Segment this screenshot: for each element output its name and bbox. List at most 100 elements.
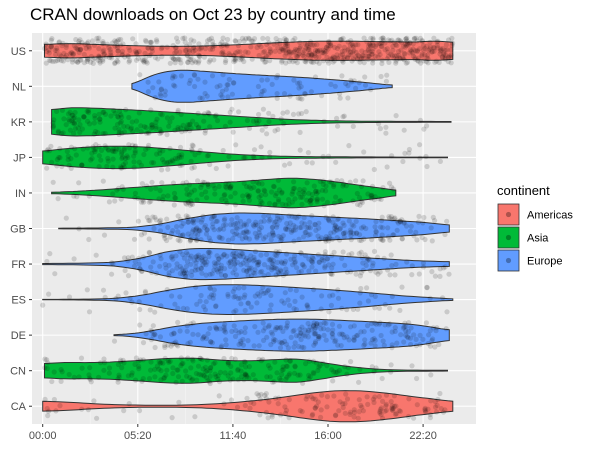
data-point	[392, 272, 398, 278]
data-point	[143, 146, 149, 153]
data-point	[327, 293, 333, 299]
data-point	[262, 234, 268, 240]
data-point	[265, 415, 271, 421]
data-point	[149, 179, 155, 185]
data-point	[121, 129, 127, 135]
data-point	[328, 81, 334, 87]
data-point	[266, 110, 272, 116]
data-point	[335, 287, 341, 293]
legend-label-americas: Americas	[527, 210, 573, 222]
data-point	[209, 38, 216, 45]
data-point	[219, 235, 225, 241]
data-point	[356, 397, 362, 403]
data-point	[222, 184, 229, 190]
data-point	[290, 189, 296, 195]
data-point	[77, 122, 83, 128]
data-point	[388, 51, 394, 58]
data-point	[223, 337, 229, 343]
data-point	[286, 201, 292, 207]
data-point	[372, 224, 378, 230]
data-point	[203, 231, 210, 237]
data-point	[197, 298, 203, 304]
data-point	[328, 179, 335, 185]
data-point	[329, 265, 335, 271]
data-point	[105, 158, 111, 164]
data-point	[77, 47, 83, 53]
data-point	[397, 408, 403, 414]
data-point	[92, 115, 98, 121]
data-point	[376, 305, 382, 311]
data-point	[115, 361, 121, 368]
data-point	[278, 238, 284, 244]
data-point	[148, 186, 154, 192]
data-point	[309, 52, 315, 58]
data-point	[209, 73, 216, 79]
data-point	[372, 320, 378, 326]
data-point	[255, 188, 261, 194]
data-point	[296, 236, 302, 242]
data-point	[437, 266, 443, 272]
data-point	[76, 226, 82, 232]
data-point	[295, 95, 301, 101]
data-point	[420, 336, 426, 342]
data-point	[235, 366, 241, 372]
data-point	[337, 226, 343, 232]
data-point	[326, 262, 332, 268]
data-point	[273, 272, 279, 278]
data-point	[277, 375, 283, 381]
data-point	[350, 43, 356, 49]
data-point	[282, 338, 288, 344]
data-point	[413, 343, 419, 349]
data-point	[148, 107, 154, 113]
data-point	[284, 269, 290, 275]
data-point	[440, 295, 446, 301]
data-point	[279, 340, 285, 346]
data-point	[369, 183, 376, 189]
data-point	[180, 271, 186, 277]
data-point	[303, 229, 309, 235]
data-point	[354, 56, 361, 62]
data-point	[51, 117, 57, 123]
data-point	[302, 91, 308, 97]
data-point	[274, 216, 281, 222]
data-point	[161, 375, 167, 381]
data-point	[192, 72, 198, 78]
data-point	[231, 256, 237, 262]
data-point	[304, 180, 310, 186]
data-point	[448, 60, 454, 66]
data-point	[121, 255, 128, 261]
data-point	[129, 370, 135, 376]
data-point	[265, 264, 271, 270]
data-point	[169, 157, 175, 163]
data-point	[152, 55, 158, 61]
data-point	[322, 249, 328, 255]
data-point	[224, 253, 230, 259]
data-point	[225, 291, 231, 297]
data-point	[404, 41, 411, 47]
data-point	[312, 53, 318, 59]
data-point	[216, 393, 222, 399]
data-point	[312, 340, 318, 346]
data-point	[233, 328, 239, 334]
data-point	[248, 273, 254, 279]
data-point	[369, 40, 375, 46]
data-point	[369, 237, 375, 243]
data-point	[427, 44, 434, 50]
data-point	[161, 374, 168, 381]
data-point	[309, 160, 315, 166]
data-point	[146, 217, 152, 223]
data-point	[166, 270, 172, 276]
data-point	[122, 267, 128, 274]
data-point	[332, 58, 338, 64]
data-point	[183, 200, 189, 206]
data-point	[267, 154, 273, 160]
data-point	[355, 42, 361, 48]
data-point	[133, 57, 140, 63]
data-point	[195, 76, 201, 82]
data-point	[123, 155, 129, 161]
data-point	[218, 43, 225, 49]
data-point	[175, 305, 181, 311]
data-point	[320, 50, 326, 56]
data-point	[157, 130, 163, 137]
data-point	[84, 108, 90, 114]
